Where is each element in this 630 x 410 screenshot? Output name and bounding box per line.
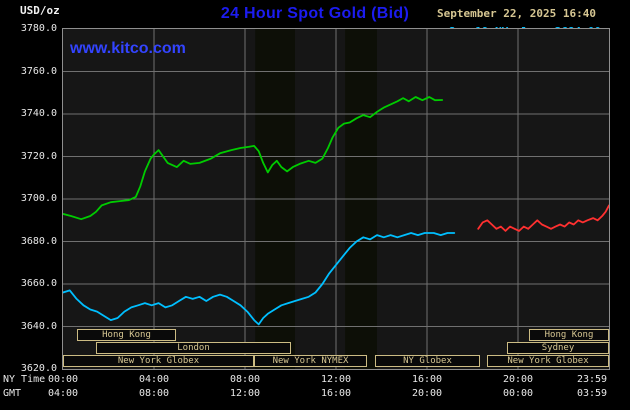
ny-time-tick-label: 08:00 bbox=[229, 374, 261, 385]
session-box-ny-globex: NY Globex bbox=[375, 355, 480, 367]
chart-canvas bbox=[63, 29, 609, 369]
chart-title: 24 Hour Spot Gold (Bid) bbox=[220, 5, 410, 22]
y-tick-label: 3660.0 bbox=[20, 278, 57, 289]
kitco-watermark: www.kitco.com bbox=[70, 40, 186, 57]
series-line-sep-21-sunday bbox=[477, 204, 609, 232]
session-box-sydney: Sydney bbox=[507, 342, 609, 354]
y-axis-unit-label: USD/oz bbox=[20, 4, 60, 17]
gmt-tick-label: 20:00 bbox=[411, 388, 443, 399]
gmt-tick-label: 03:59 bbox=[576, 388, 608, 399]
datetime-label: September 22, 2025 16:40 bbox=[437, 7, 596, 20]
session-box-hong-kong: Hong Kong bbox=[529, 329, 609, 341]
y-tick-label: 3760.0 bbox=[20, 66, 57, 77]
ny-time-tick-label: 20:00 bbox=[502, 374, 534, 385]
y-tick-label: 3780.0 bbox=[20, 23, 57, 34]
gmt-tick-label: 04:00 bbox=[47, 388, 79, 399]
series-line-sep-22-last bbox=[63, 96, 444, 221]
y-tick-label: 3700.0 bbox=[20, 193, 57, 204]
ny-time-tick-label: 23:59 bbox=[576, 374, 608, 385]
session-box-new-york-nymex: New York NYMEX bbox=[254, 355, 367, 367]
session-box-hong-kong: Hong Kong bbox=[77, 329, 176, 341]
series-line-sep-19-ny-close bbox=[63, 232, 456, 326]
y-tick-label: 3640.0 bbox=[20, 321, 57, 332]
gmt-tick-label: 16:00 bbox=[320, 388, 352, 399]
gmt-axis-label: GMT bbox=[3, 388, 22, 399]
y-tick-label: 3740.0 bbox=[20, 108, 57, 119]
session-box-london: London bbox=[96, 342, 291, 354]
gmt-tick-label: 12:00 bbox=[229, 388, 261, 399]
ny-time-tick-label: 12:00 bbox=[320, 374, 352, 385]
ny-time-tick-label: 04:00 bbox=[138, 374, 170, 385]
session-box-new-york-globex: New York Globex bbox=[487, 355, 609, 367]
gmt-tick-label: 00:00 bbox=[502, 388, 534, 399]
ny-time-tick-label: 16:00 bbox=[411, 374, 443, 385]
gmt-tick-label: 08:00 bbox=[138, 388, 170, 399]
y-tick-label: 3720.0 bbox=[20, 151, 57, 162]
ny-time-axis-label: NY Time bbox=[3, 374, 46, 385]
plot-area: www.kitco.com Hong Kong Hong Kong London Sy… bbox=[62, 28, 610, 370]
y-tick-label: 3620.0 bbox=[20, 363, 57, 374]
session-box-new-york-globex: New York Globex bbox=[63, 355, 254, 367]
ny-time-tick-label: 00:00 bbox=[47, 374, 79, 385]
y-tick-label: 3680.0 bbox=[20, 236, 57, 247]
